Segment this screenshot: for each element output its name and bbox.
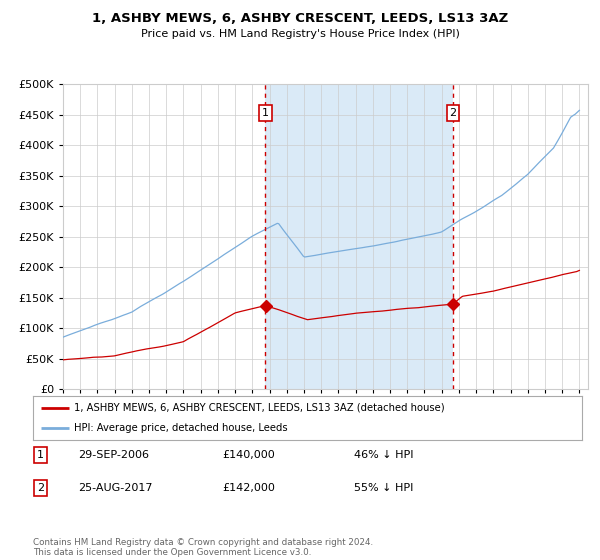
Text: 2: 2 <box>449 108 457 118</box>
Text: £140,000: £140,000 <box>222 450 275 460</box>
Text: 2: 2 <box>37 483 44 493</box>
Text: 46% ↓ HPI: 46% ↓ HPI <box>354 450 413 460</box>
Text: £142,000: £142,000 <box>222 483 275 493</box>
Text: Contains HM Land Registry data © Crown copyright and database right 2024.
This d: Contains HM Land Registry data © Crown c… <box>33 538 373 557</box>
Text: HPI: Average price, detached house, Leeds: HPI: Average price, detached house, Leed… <box>74 423 288 433</box>
Text: 1, ASHBY MEWS, 6, ASHBY CRESCENT, LEEDS, LS13 3AZ: 1, ASHBY MEWS, 6, ASHBY CRESCENT, LEEDS,… <box>92 12 508 25</box>
Text: 25-AUG-2017: 25-AUG-2017 <box>78 483 152 493</box>
Bar <box>265 84 453 389</box>
Text: 1, ASHBY MEWS, 6, ASHBY CRESCENT, LEEDS, LS13 3AZ (detached house): 1, ASHBY MEWS, 6, ASHBY CRESCENT, LEEDS,… <box>74 403 445 413</box>
Text: 1: 1 <box>37 450 44 460</box>
Text: 29-SEP-2006: 29-SEP-2006 <box>78 450 149 460</box>
Text: 55% ↓ HPI: 55% ↓ HPI <box>354 483 413 493</box>
Text: Price paid vs. HM Land Registry's House Price Index (HPI): Price paid vs. HM Land Registry's House … <box>140 29 460 39</box>
Text: 1: 1 <box>262 108 269 118</box>
